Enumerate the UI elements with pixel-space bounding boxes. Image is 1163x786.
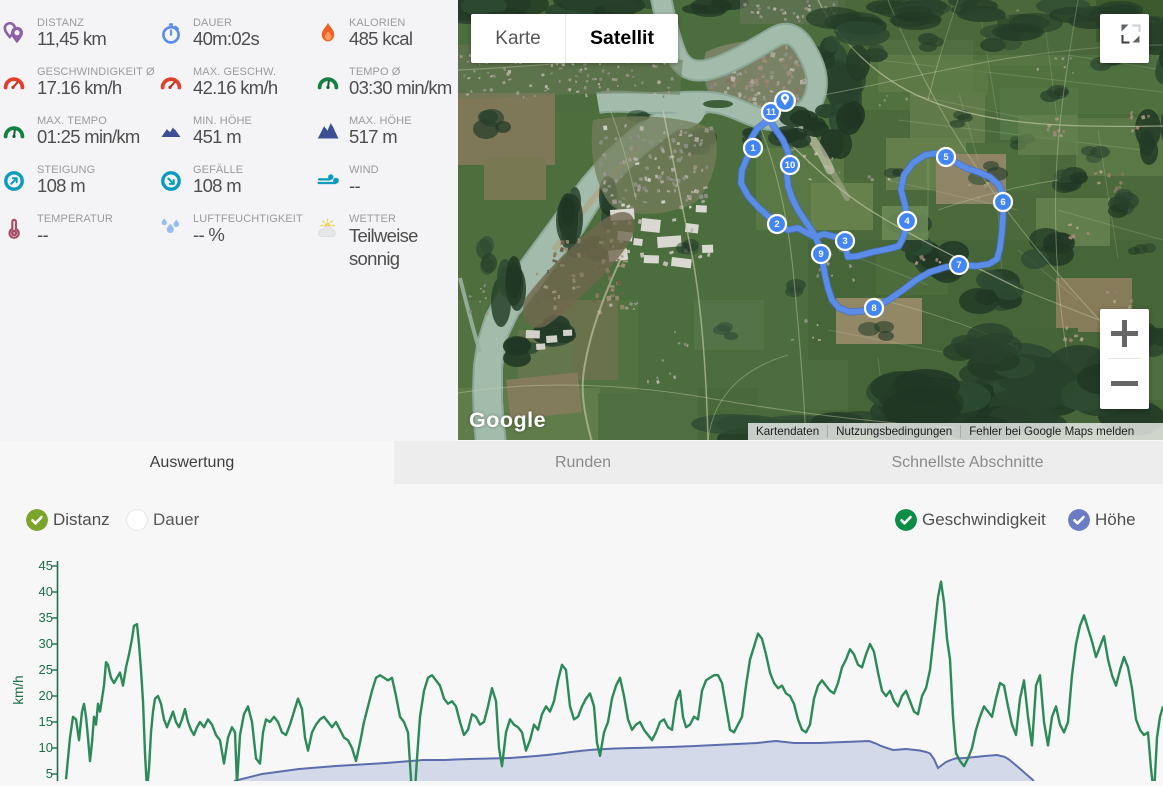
- svg-text:5: 5: [943, 152, 949, 163]
- svg-text:20: 20: [39, 688, 53, 703]
- svg-text:5: 5: [46, 766, 53, 781]
- svg-text:km/h: km/h: [11, 675, 26, 704]
- svg-text:8: 8: [871, 303, 876, 314]
- svg-text:4: 4: [904, 216, 910, 227]
- svg-text:1: 1: [750, 143, 756, 154]
- svg-text:45: 45: [39, 558, 53, 573]
- svg-text:11: 11: [766, 107, 777, 118]
- svg-text:35: 35: [39, 610, 53, 625]
- svg-text:9: 9: [818, 249, 823, 260]
- svg-text:30: 30: [39, 636, 53, 651]
- svg-text:2: 2: [774, 219, 779, 230]
- svg-text:10: 10: [39, 740, 53, 755]
- svg-text:6: 6: [1000, 197, 1005, 208]
- svg-text:7: 7: [956, 260, 961, 271]
- svg-text:25: 25: [39, 662, 53, 677]
- svg-text:15: 15: [39, 714, 53, 729]
- svg-text:40: 40: [39, 584, 53, 599]
- svg-text:10: 10: [785, 160, 796, 171]
- svg-text:3: 3: [842, 236, 847, 247]
